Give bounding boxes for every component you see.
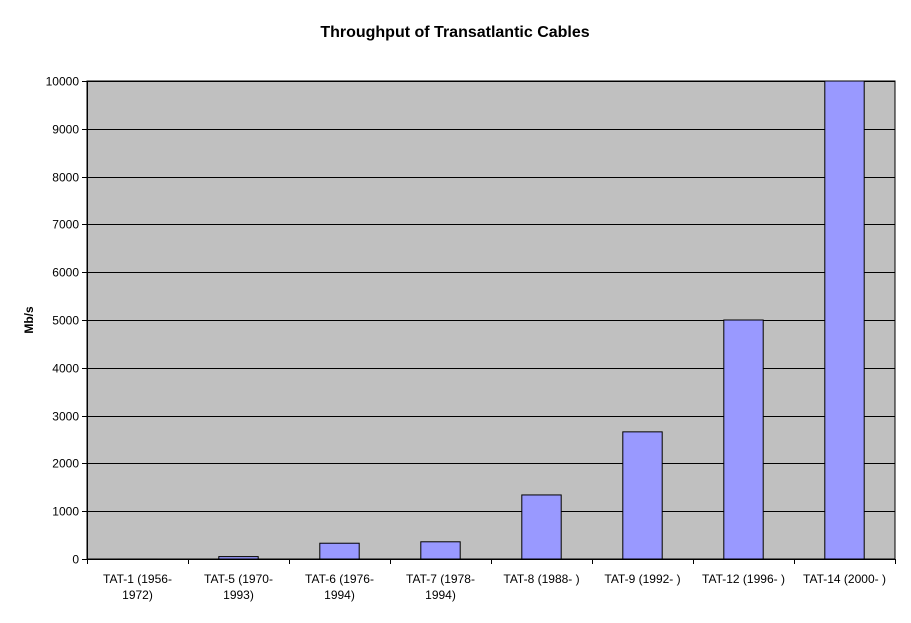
bar xyxy=(723,319,764,560)
y-tick-label: 8000 xyxy=(52,171,79,185)
x-tick-label: TAT-8 (1988- ) xyxy=(503,572,579,586)
y-tick-label: 9000 xyxy=(52,123,79,137)
x-tick-label: TAT-14 (2000- ) xyxy=(803,572,886,586)
x-ticks: TAT-1 (1956- 1972) TAT-5 (1970- 1993) TAT-6 … xyxy=(87,559,896,602)
y-tick-label: 10000 xyxy=(46,75,80,89)
bar xyxy=(420,541,461,560)
y-ticks: 0 1000 2000 3000 4000 5000 6000 7000 8000 9000 100… xyxy=(46,75,87,567)
x-tick-label: 1994) xyxy=(425,588,456,602)
x-tick-label: 1972) xyxy=(122,588,153,602)
y-tick-label: 5000 xyxy=(52,314,79,328)
y-tick-label: 7000 xyxy=(52,218,79,232)
bar xyxy=(622,431,663,560)
y-tick-label: 4000 xyxy=(52,362,79,376)
y-tick-label: 0 xyxy=(72,553,79,567)
chart-title: Throughput of Transatlantic Cables xyxy=(320,24,589,41)
bar xyxy=(319,542,360,560)
x-tick-label: TAT-7 (1978- xyxy=(406,572,475,586)
y-tick-label: 6000 xyxy=(52,266,79,280)
y-tick-label: 3000 xyxy=(52,410,79,424)
x-tick-label: 1994) xyxy=(324,588,355,602)
y-tick-label: 2000 xyxy=(52,457,79,471)
bars xyxy=(117,80,865,560)
x-tick-label: TAT-6 (1976- xyxy=(305,572,374,586)
x-tick-label: TAT-5 (1970- xyxy=(204,572,273,586)
y-axis-label: Mb/s xyxy=(22,306,36,334)
x-tick-label: TAT-12 (1996- ) xyxy=(702,572,785,586)
bar xyxy=(218,556,259,560)
bar xyxy=(824,80,865,560)
y-tick-label: 1000 xyxy=(52,505,79,519)
bar xyxy=(521,494,562,560)
x-tick-label: TAT-9 (1992- ) xyxy=(604,572,680,586)
x-tick-label: 1993) xyxy=(223,588,254,602)
x-tick-label: TAT-1 (1956- xyxy=(103,572,172,586)
